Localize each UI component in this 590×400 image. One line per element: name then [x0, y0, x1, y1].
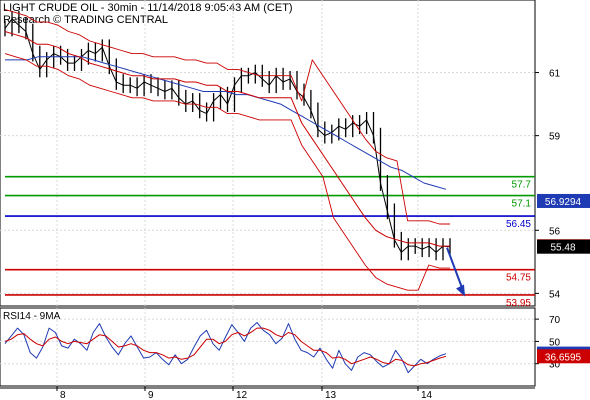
y-tick-label: 59	[549, 132, 561, 143]
rsi-tick-label: 50	[549, 337, 561, 348]
y-tick-label: 61	[549, 69, 561, 80]
y-tick-label: 56	[549, 226, 561, 237]
x-tick-label: 14	[421, 390, 433, 400]
rsi-panel-frame	[0, 307, 536, 387]
forecast-arrow-head	[456, 284, 465, 297]
rsi-tick-label: 70	[549, 315, 561, 326]
level-label: 56.45	[506, 219, 531, 230]
price-tag-bg	[537, 239, 590, 254]
rsi-tag: 36.6595	[545, 352, 582, 363]
x-tick-label: 9	[148, 390, 154, 400]
level-label: 57.7	[512, 180, 532, 191]
forecast-arrow-shaft	[446, 247, 464, 291]
rsi-title: RSI14 - 9MA	[3, 311, 61, 322]
level-label: 53.95	[506, 298, 531, 309]
price-tag-bg	[537, 193, 590, 208]
bollinger-middle-line	[4, 31, 450, 247]
price-line	[4, 18, 451, 253]
rsi-ma-line	[4, 327, 447, 367]
rsi-line	[4, 322, 447, 374]
x-tick-label: 13	[325, 390, 337, 400]
rsi-tick-label: 30	[549, 360, 561, 371]
price-tag: 55.48	[550, 243, 575, 254]
level-label: 57.1	[512, 199, 532, 210]
chart-subtitle: Research © TRADING CENTRAL	[3, 14, 168, 26]
y-tick-label: 54	[549, 289, 561, 300]
x-tick-label: 8	[60, 390, 66, 400]
price-tag: 56.9294	[545, 197, 582, 208]
bollinger-lower-line	[4, 53, 450, 291]
level-label: 54.75	[506, 273, 531, 284]
rsi-tag-bg	[537, 349, 590, 364]
chart-title: LIGHT CRUDE OIL - 30min - 11/14/2018 9:0…	[3, 2, 293, 14]
main-panel-frame	[0, 0, 536, 307]
x-tick-label: 12	[236, 390, 248, 400]
bollinger-upper-line	[4, 9, 450, 225]
